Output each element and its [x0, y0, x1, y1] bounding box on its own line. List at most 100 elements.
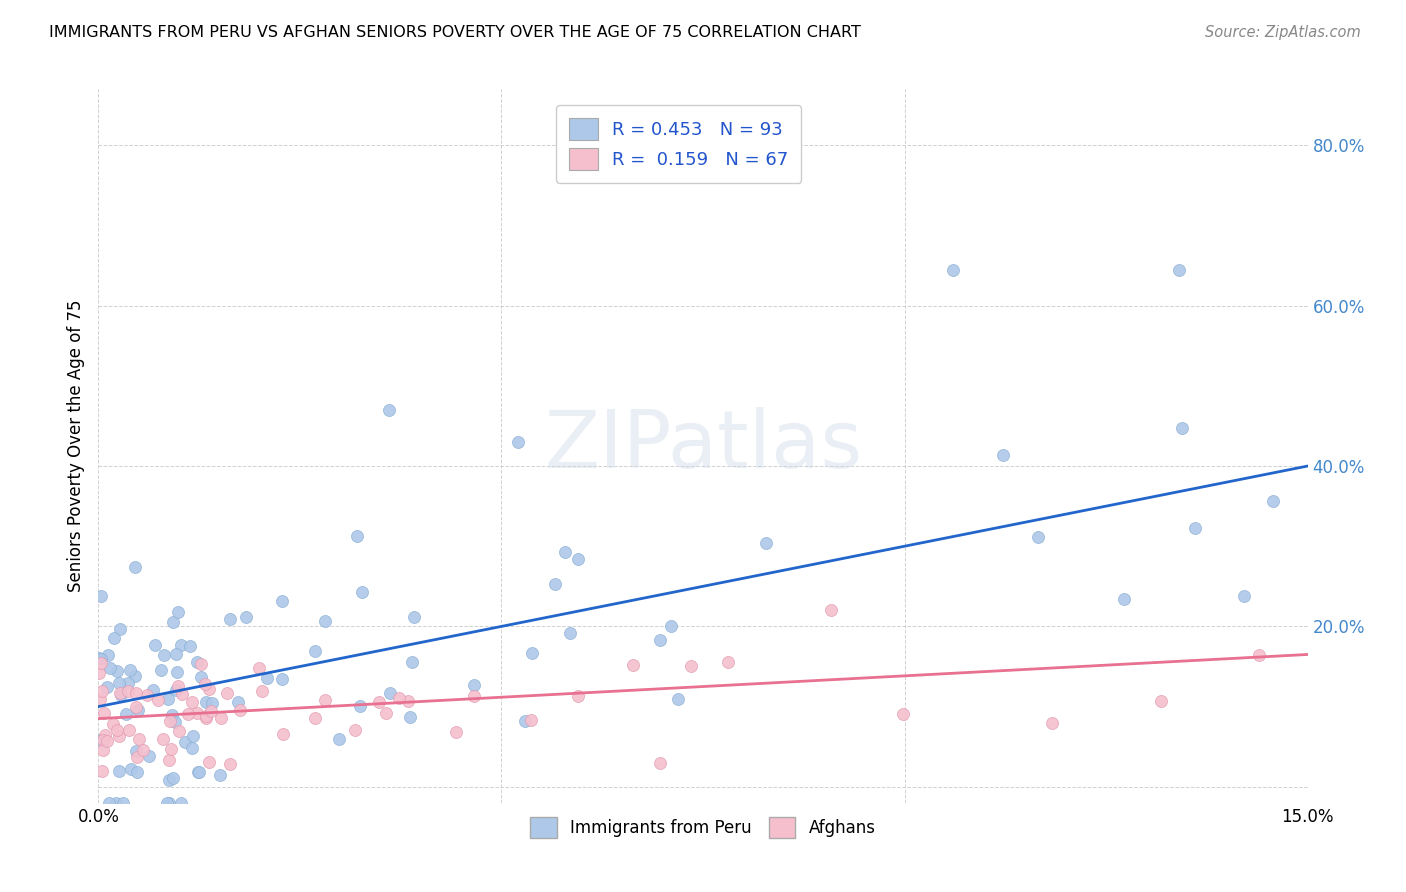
Point — [520, 647, 543, 661]
Point — [270, 672, 292, 686]
Point — [402, 610, 425, 624]
Point — [891, 706, 914, 721]
Y-axis label: Seniors Poverty Over the Age of 75: Seniors Poverty Over the Age of 75 — [66, 300, 84, 592]
Point — [157, 773, 180, 788]
Point — [190, 657, 212, 672]
Point — [375, 706, 398, 721]
Point — [172, 686, 194, 700]
Point — [142, 683, 165, 698]
Point — [186, 706, 208, 721]
Point — [125, 686, 148, 700]
Point — [942, 262, 965, 277]
Point — [314, 692, 336, 706]
Point — [567, 689, 589, 703]
Point — [717, 655, 740, 669]
Point — [314, 614, 336, 628]
Point — [143, 638, 166, 652]
Point — [188, 764, 211, 779]
Point — [463, 690, 485, 704]
Point — [117, 675, 139, 690]
Point — [108, 622, 131, 636]
Point — [128, 732, 150, 747]
Point — [554, 545, 576, 559]
Point — [398, 709, 420, 723]
Point — [91, 764, 114, 779]
Point — [1171, 421, 1194, 435]
Point — [138, 749, 160, 764]
Point — [187, 765, 209, 780]
Point — [157, 753, 180, 767]
Point — [200, 704, 222, 718]
Point — [209, 711, 232, 725]
Point — [90, 589, 112, 603]
Point — [270, 593, 292, 607]
Text: Source: ZipAtlas.com: Source: ZipAtlas.com — [1205, 25, 1361, 40]
Point — [165, 647, 187, 661]
Point — [105, 664, 128, 678]
Point — [993, 448, 1015, 462]
Point — [160, 708, 183, 723]
Point — [520, 713, 543, 727]
Point — [208, 768, 231, 782]
Point — [1263, 494, 1285, 508]
Point — [352, 585, 374, 599]
Point — [153, 648, 176, 663]
Point — [346, 529, 368, 543]
Point — [1184, 521, 1206, 535]
Point — [162, 771, 184, 785]
Point — [235, 610, 257, 624]
Point — [91, 733, 114, 747]
Point — [90, 657, 112, 671]
Point — [194, 677, 217, 691]
Point — [157, 796, 180, 810]
Point — [396, 694, 419, 708]
Point — [666, 692, 689, 706]
Point — [1150, 693, 1173, 707]
Point — [1247, 648, 1270, 662]
Point — [1167, 262, 1189, 277]
Point — [755, 536, 778, 550]
Point — [167, 606, 190, 620]
Point — [157, 691, 180, 706]
Point — [186, 656, 208, 670]
Point — [165, 714, 187, 729]
Point — [247, 661, 270, 675]
Point — [179, 639, 201, 653]
Point — [170, 639, 193, 653]
Point — [118, 663, 141, 677]
Point — [124, 560, 146, 574]
Point — [111, 796, 134, 810]
Point — [1026, 530, 1049, 544]
Text: IMMIGRANTS FROM PERU VS AFGHAN SENIORS POVERTY OVER THE AGE OF 75 CORRELATION CH: IMMIGRANTS FROM PERU VS AFGHAN SENIORS P… — [49, 25, 860, 40]
Point — [1040, 715, 1063, 730]
Point — [169, 723, 191, 738]
Point — [328, 731, 350, 746]
Point — [107, 676, 129, 690]
Point — [114, 706, 136, 721]
Point — [250, 684, 273, 698]
Point — [194, 711, 217, 725]
Point — [659, 619, 682, 633]
Point — [96, 681, 118, 695]
Point — [304, 644, 326, 658]
Point — [256, 671, 278, 685]
Point — [515, 714, 537, 729]
Point — [621, 657, 644, 672]
Point — [167, 679, 190, 693]
Point — [108, 730, 131, 744]
Point — [91, 742, 114, 756]
Point — [166, 665, 188, 679]
Point — [98, 796, 121, 810]
Point — [160, 741, 183, 756]
Point — [105, 796, 128, 810]
Point — [120, 762, 142, 776]
Point — [105, 723, 128, 737]
Point — [271, 727, 294, 741]
Point — [181, 695, 204, 709]
Point — [124, 669, 146, 683]
Point — [135, 689, 157, 703]
Point — [101, 717, 124, 731]
Point — [560, 626, 582, 640]
Point — [543, 577, 565, 591]
Point — [218, 757, 240, 772]
